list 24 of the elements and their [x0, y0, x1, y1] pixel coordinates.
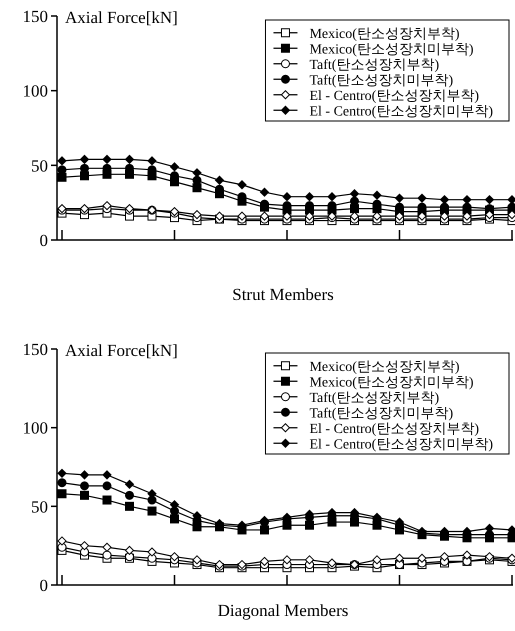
legend-label: Mexico(탄소성장치부착): [309, 360, 460, 375]
legend-label: El - Centro(탄소성장치미부착): [309, 104, 494, 120]
legend-label: El - Centro(탄소성장치미부착): [309, 437, 494, 452]
y-axis-title: Axial Force[kN]: [65, 8, 178, 27]
legend-label: Mexico(탄소성장치미부착): [309, 375, 474, 390]
y-tick-label: 150: [22, 7, 48, 26]
legend-label: Mexico(탄소성장치미부착): [309, 42, 474, 58]
legend-label: El - Centro(탄소성장치부착): [309, 88, 480, 104]
legend-label: Taft(탄소성장치부착): [309, 390, 440, 406]
legend-label: Mexico(탄소성장치부착): [309, 26, 460, 42]
y-axis-title: Axial Force[kN]: [65, 341, 178, 360]
y-tick-label: 50: [31, 497, 48, 516]
legend-label: Taft(탄소성장치미부착): [309, 406, 454, 422]
text: Strut Members: [232, 285, 334, 304]
y-tick-label: 100: [22, 82, 48, 101]
y-tick-label: 100: [22, 418, 48, 438]
legend-label: El - Centro(탄소성장치부착): [309, 422, 480, 437]
y-tick-label: 0: [40, 576, 48, 595]
legend-label: Taft(탄소성장치부착): [309, 58, 440, 73]
y-tick-label: 0: [40, 231, 48, 250]
y-tick-label: 50: [31, 156, 48, 176]
text: Diagonal Members: [218, 601, 348, 620]
y-tick-label: 150: [22, 340, 48, 359]
legend-label: Taft(탄소성장치미부착): [309, 73, 454, 88]
